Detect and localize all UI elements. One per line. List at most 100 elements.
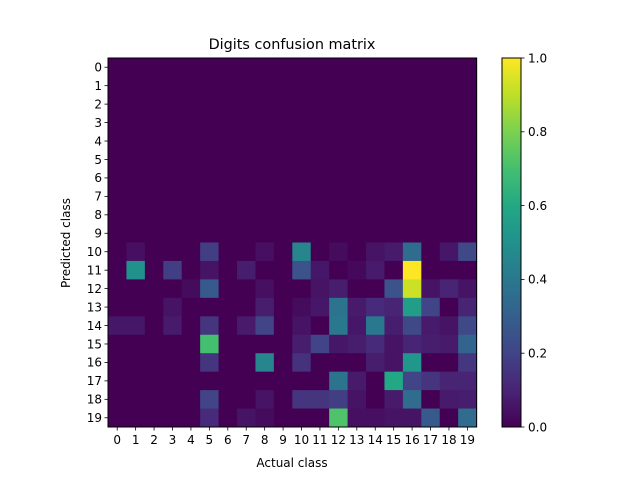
heatmap-cell: [218, 279, 238, 299]
heatmap-cell: [181, 94, 201, 114]
heatmap-cell: [237, 371, 256, 391]
heatmap-cell: [329, 334, 349, 354]
heatmap-cell: [329, 371, 349, 391]
x-tick-label: 8: [261, 433, 269, 447]
heatmap-cell: [163, 260, 183, 280]
heatmap-cell: [310, 58, 330, 77]
heatmap-cell: [329, 58, 349, 77]
heatmap-cell: [439, 371, 459, 391]
heatmap-cell: [237, 353, 256, 373]
heatmap-cell: [384, 187, 404, 207]
heatmap-cell: [273, 58, 293, 77]
heatmap-cell: [144, 205, 164, 225]
heatmap-cell: [218, 224, 238, 243]
heatmap-cell: [144, 150, 164, 170]
heatmap-cell: [181, 187, 201, 207]
heatmap-cell: [458, 260, 478, 280]
heatmap-cell: [366, 408, 385, 428]
heatmap-cell: [218, 408, 238, 428]
colorbar: [501, 57, 522, 428]
heatmap-cell: [347, 242, 367, 262]
heatmap-cell: [108, 58, 127, 77]
heatmap-cell: [181, 260, 201, 280]
y-tick-label: 0: [94, 61, 102, 75]
heatmap-cell: [439, 390, 459, 410]
heatmap-cell: [384, 390, 404, 410]
x-tick-label: 2: [150, 433, 158, 447]
heatmap-cell: [310, 113, 330, 133]
heatmap-cell: [144, 224, 164, 243]
heatmap-cell: [402, 205, 422, 225]
heatmap-cell: [126, 353, 146, 373]
heatmap-cell: [310, 316, 330, 336]
heatmap-cell: [255, 187, 275, 207]
heatmap-cell: [163, 297, 183, 317]
heatmap-cell: [108, 131, 127, 151]
heatmap-cell: [200, 187, 220, 207]
y-tick-label: 8: [94, 208, 102, 222]
heatmap-cell: [108, 279, 127, 299]
heatmap-cell: [255, 334, 275, 354]
heatmap-cell: [200, 94, 220, 114]
y-tick-label: 2: [94, 97, 102, 111]
heatmap-cell: [439, 187, 459, 207]
heatmap-cell: [439, 94, 459, 114]
heatmap-cell: [402, 334, 422, 354]
heatmap-cell: [366, 390, 385, 410]
heatmap-cell: [218, 260, 238, 280]
heatmap-cell: [108, 94, 127, 114]
y-tick-label: 11: [87, 263, 102, 277]
heatmap-cell: [384, 76, 404, 96]
heatmap-cell: [273, 279, 293, 299]
heatmap-cell: [144, 408, 164, 428]
heatmap-cell: [439, 58, 459, 77]
heatmap-cell: [439, 224, 459, 243]
heatmap-cell: [218, 353, 238, 373]
heatmap-cell: [181, 76, 201, 96]
heatmap-cell: [292, 353, 312, 373]
heatmap-cell: [126, 150, 146, 170]
heatmap-cell: [200, 76, 220, 96]
y-tick-label: 19: [87, 411, 102, 425]
heatmap-cell: [384, 260, 404, 280]
heatmap-cell: [144, 260, 164, 280]
heatmap-cell: [439, 260, 459, 280]
heatmap-cell: [126, 168, 146, 188]
heatmap-cell: [237, 150, 256, 170]
heatmap-cell: [181, 168, 201, 188]
heatmap-cell: [255, 316, 275, 336]
heatmap-cell: [108, 150, 127, 170]
heatmap-cell: [237, 279, 256, 299]
heatmap-cell: [200, 113, 220, 133]
y-tick-label: 6: [94, 171, 102, 185]
heatmap-cell: [163, 390, 183, 410]
heatmap-cell: [200, 168, 220, 188]
heatmap-cell: [439, 279, 459, 299]
heatmap-cell: [255, 353, 275, 373]
heatmap-cell: [310, 353, 330, 373]
heatmap-cell: [255, 168, 275, 188]
heatmap-cell: [421, 316, 441, 336]
heatmap-cell: [458, 353, 478, 373]
heatmap-cell: [310, 205, 330, 225]
heatmap-cell: [163, 279, 183, 299]
heatmap-cell: [292, 187, 312, 207]
heatmap-cell: [126, 334, 146, 354]
heatmap-cell: [402, 353, 422, 373]
heatmap-cell: [108, 353, 127, 373]
heatmap-cell: [108, 113, 127, 133]
heatmap-cell: [421, 94, 441, 114]
x-tick-label: 12: [331, 433, 346, 447]
y-tick-label: 9: [94, 227, 102, 241]
heatmap-cell: [255, 408, 275, 428]
heatmap-cell: [126, 76, 146, 96]
heatmap-cell: [384, 316, 404, 336]
heatmap-cell: [310, 334, 330, 354]
heatmap-cell: [347, 224, 367, 243]
heatmap-cell: [181, 353, 201, 373]
y-tick-label: 7: [94, 190, 102, 204]
x-tick-label: 16: [404, 433, 419, 447]
heatmap-cell: [126, 279, 146, 299]
heatmap-cell: [273, 94, 293, 114]
heatmap-cell: [237, 131, 256, 151]
